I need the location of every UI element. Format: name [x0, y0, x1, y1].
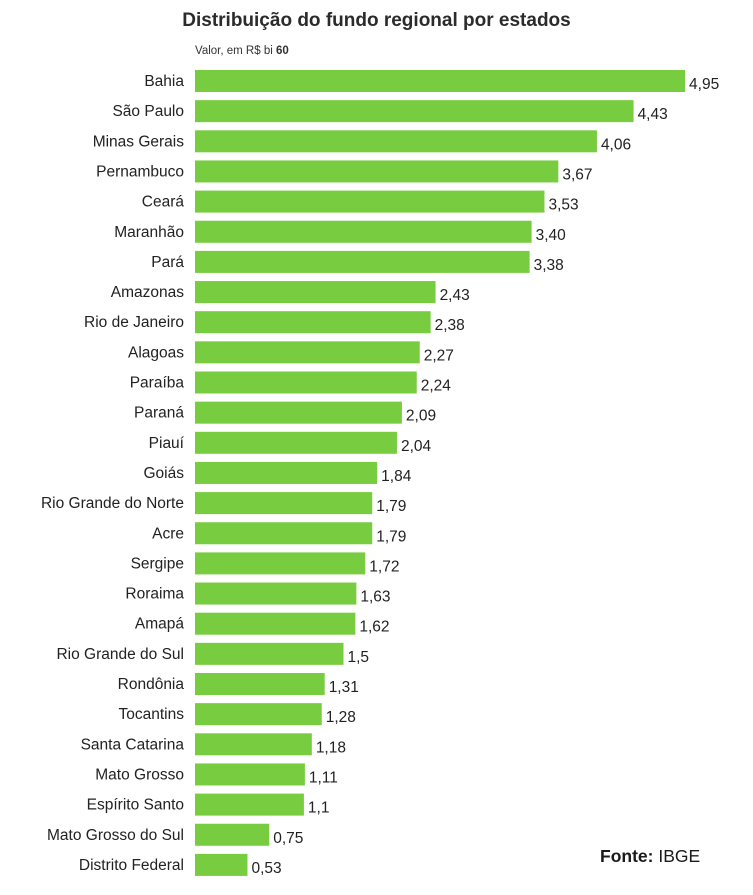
value-label-26: 0,53 — [251, 860, 281, 877]
bar-13 — [195, 461, 378, 484]
chart-subtitle: Valor, em R$ bi 60 — [195, 45, 289, 57]
category-label-1: São Paulo — [112, 103, 184, 120]
category-label-6: Pará — [151, 254, 184, 271]
category-label-0: Bahia — [144, 73, 184, 90]
value-label-20: 1,31 — [329, 679, 359, 696]
value-label-25: 0,75 — [273, 830, 303, 847]
value-label-7: 2,43 — [440, 287, 470, 304]
bar-14 — [195, 492, 373, 515]
category-label-4: Ceará — [142, 194, 185, 211]
bar-6 — [195, 250, 530, 273]
value-label-2: 4,06 — [601, 136, 631, 153]
category-label-9: Alagoas — [128, 344, 184, 361]
source-label: Fonte: — [600, 846, 654, 866]
category-label-2: Minas Gerais — [93, 133, 185, 150]
value-label-16: 1,72 — [369, 558, 399, 575]
value-label-6: 3,38 — [534, 257, 564, 274]
value-label-19: 1,5 — [348, 649, 370, 666]
bar-21 — [195, 703, 322, 726]
value-label-8: 2,38 — [435, 317, 465, 334]
bar-23 — [195, 763, 305, 786]
bar-24 — [195, 793, 304, 816]
bar-5 — [195, 220, 532, 243]
bar-8 — [195, 311, 431, 334]
value-label-22: 1,18 — [316, 739, 346, 756]
bar-15 — [195, 522, 373, 545]
bar-10 — [195, 371, 417, 394]
source-note: Fonte: IBGE — [600, 846, 700, 867]
category-label-7: Amazonas — [111, 284, 184, 301]
value-label-9: 2,27 — [424, 347, 454, 364]
category-label-13: Goiás — [144, 465, 185, 482]
value-label-0: 4,95 — [689, 76, 719, 93]
bar-25 — [195, 823, 270, 846]
bar-20 — [195, 673, 325, 695]
category-label-10: Paraíba — [130, 375, 185, 392]
bar-22 — [195, 733, 312, 756]
value-label-12: 2,04 — [401, 438, 432, 455]
bar-2 — [195, 130, 597, 153]
category-label-8: Rio de Janeiro — [84, 314, 184, 331]
category-label-11: Paraná — [134, 405, 184, 422]
category-label-14: Rio Grande do Norte — [41, 495, 184, 512]
category-label-16: Sergipe — [131, 555, 184, 572]
bar-19 — [195, 642, 344, 665]
category-label-3: Pernambuco — [96, 163, 184, 180]
chart-title: Distribuição do fundo regional por estad… — [182, 10, 571, 31]
category-label-15: Acre — [152, 525, 184, 542]
category-label-20: Rondônia — [118, 676, 185, 693]
value-label-3: 3,67 — [562, 166, 592, 183]
category-label-23: Mato Grosso — [95, 766, 184, 783]
value-label-4: 3,53 — [548, 197, 578, 214]
category-label-24: Espírito Santo — [87, 797, 184, 814]
value-label-23: 1,11 — [309, 769, 338, 786]
value-label-1: 4,43 — [638, 106, 668, 123]
bar-18 — [195, 612, 356, 635]
bar-4 — [195, 190, 545, 213]
bar-3 — [195, 160, 559, 183]
value-label-21: 1,28 — [326, 709, 356, 726]
bar-9 — [195, 341, 420, 364]
value-label-15: 1,79 — [376, 528, 406, 545]
category-label-21: Tocantins — [119, 706, 185, 723]
category-label-22: Santa Catarina — [81, 736, 185, 753]
value-label-11: 2,09 — [406, 408, 436, 425]
value-label-13: 1,84 — [381, 468, 412, 485]
value-label-24: 1,1 — [308, 800, 330, 817]
value-label-14: 1,79 — [376, 498, 406, 515]
category-label-12: Piauí — [149, 435, 185, 452]
bar-17 — [195, 582, 357, 605]
value-label-5: 3,40 — [536, 227, 567, 244]
value-label-17: 1,63 — [360, 589, 390, 606]
category-label-26: Distrito Federal — [79, 857, 184, 874]
bar-7 — [195, 281, 436, 304]
value-label-10: 2,24 — [421, 378, 452, 395]
bar-16 — [195, 552, 366, 575]
bar-12 — [195, 431, 397, 454]
category-label-19: Rio Grande do Sul — [56, 646, 184, 663]
bar-11 — [195, 401, 402, 424]
category-label-17: Roraima — [125, 586, 184, 603]
value-label-18: 1,62 — [359, 619, 389, 636]
subtitle-prefix: Valor, em R$ bi — [195, 45, 273, 57]
category-label-18: Amapá — [135, 616, 184, 633]
bar-1 — [195, 100, 634, 123]
category-label-25: Mato Grosso do Sul — [47, 827, 184, 844]
subtitle-total: 60 — [275, 45, 289, 57]
bar-0 — [195, 70, 686, 92]
source-name: IBGE — [658, 846, 701, 866]
category-label-5: Maranhão — [114, 224, 184, 241]
bar-26 — [195, 853, 248, 876]
